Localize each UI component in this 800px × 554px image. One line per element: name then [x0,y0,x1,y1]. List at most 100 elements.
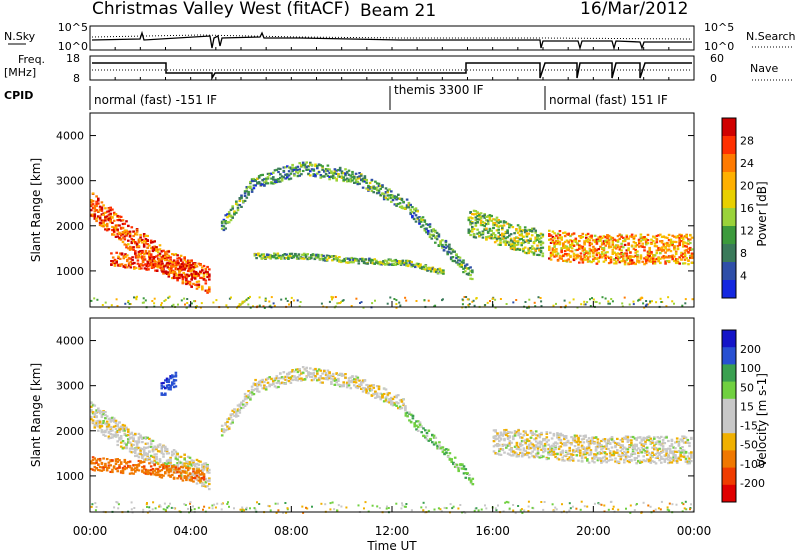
power-echo-cell [527,250,530,253]
velocity-echo-cell [268,376,271,379]
velocity-echo-cell [236,408,240,411]
power-echo-cell [451,250,455,253]
velocity-echo-cell [121,440,125,443]
power-speckle-cell [237,305,240,307]
power-echo-cell [497,243,500,246]
velocity-echo-cell [98,469,102,472]
power-speckle-cell [526,306,529,309]
power-speckle-cell [241,301,244,304]
velocity-echo-cell [424,435,427,438]
power-echo-cell [327,256,331,259]
power-echo-cell [660,240,664,243]
power-echo-cell [634,251,637,254]
power-echo-cell [174,253,178,256]
power-echo-cell [558,242,562,245]
velocity-echo-cell [167,461,171,465]
power-echo-cell [146,243,149,246]
power-echo-cell [352,257,355,260]
power-echo-cell [595,257,599,260]
power-echo-cell [625,258,629,262]
velocity-echo-cell [91,468,95,471]
velocity-echo-cell [162,453,165,456]
velocity-echo-cell [132,439,135,442]
power-echo-cell [666,241,669,245]
velocity-echo-cell [114,458,118,461]
velocity-echo-cell [172,467,176,470]
velocity-echo-cell [256,385,259,388]
power-echo-cell [405,198,409,201]
power-echo-cell [159,266,163,269]
power-echo-cell [318,258,322,261]
velocity-echo-cell [542,455,545,458]
velocity-echo-cell [148,445,151,448]
velocity-echo-cell [135,440,139,443]
power-echo-cell [485,236,488,239]
velocity-echo-cell [142,458,146,461]
velocity-echo-cell [139,436,142,439]
velocity-echo-cell [116,440,119,443]
power-echo-cell [593,250,597,253]
velocity-echo-cell [193,472,197,475]
power-echo-cell [183,276,186,279]
power-echo-cell [495,237,499,240]
power-echo-cell [680,254,683,257]
power-echo-cell [110,260,113,263]
power-echo-cell [474,221,478,225]
power-echo-cell [600,251,604,254]
power-speckle-cell [247,303,250,306]
power-echo-cell [581,232,585,235]
power-echo-cell [170,267,173,270]
power-echo-cell [548,247,551,250]
power-echo-cell [683,235,687,238]
velocity-echo-cell [183,475,186,478]
power-echo-cell [659,257,662,260]
power-echo-cell [333,172,337,175]
power-echo-cell [650,241,653,244]
velocity-echo-cell [107,461,111,464]
power-echo-cell [622,259,625,262]
velocity-echo-cell [360,380,363,384]
velocity-echo-cell [587,453,591,456]
velocity-echo-cell [301,378,305,381]
velocity-echo-cell [201,477,204,480]
velocity-echo-cell [95,422,98,425]
velocity-echo-cell [116,460,119,463]
power-echo-cell [276,254,280,257]
velocity-echo-cell [123,465,127,468]
velocity-echo-cell [102,420,105,423]
power-echo-cell [167,250,171,253]
velocity-echo-cell [349,380,353,383]
power-echo-cell [549,234,553,237]
power-echo-cell [162,254,165,257]
power-echo-cell [91,213,95,216]
power-ytick-label-1: 4000 [56,130,84,143]
power-echo-cell [486,235,490,238]
velocity-echo-cell [459,467,462,470]
velocity-echo-cell [614,457,617,460]
power-speckle-cell [583,303,586,306]
velocity-echo-cell [391,397,395,401]
power-echo-cell [95,217,98,220]
velocity-echo-cell [377,388,381,391]
power-echo-cell [616,239,620,242]
power-echo-cell [685,257,688,260]
velocity-echo-cell [517,431,520,435]
velocity-echo-cell [330,377,333,380]
power-echo-cell [660,249,664,252]
power-echo-cell [144,249,148,253]
velocity-echo-cell [360,387,363,390]
velocity-echo-cell [165,469,169,472]
velocity-echo-cell [536,452,540,455]
power-echo-cell [578,245,581,248]
power-speckle-cell [116,305,119,308]
power-echo-cell [462,271,465,274]
velocity-echo-cell [439,445,443,449]
power-speckle-cell [604,297,607,300]
power-echo-cell [683,258,687,261]
velocity-echo-cell [119,441,123,444]
velocity-echo-cell [439,447,443,450]
power-echo-cell [277,167,280,170]
power-speckle-cell [153,302,156,305]
velocity-echo-cell [139,447,142,450]
power-echo-cell [681,262,685,265]
